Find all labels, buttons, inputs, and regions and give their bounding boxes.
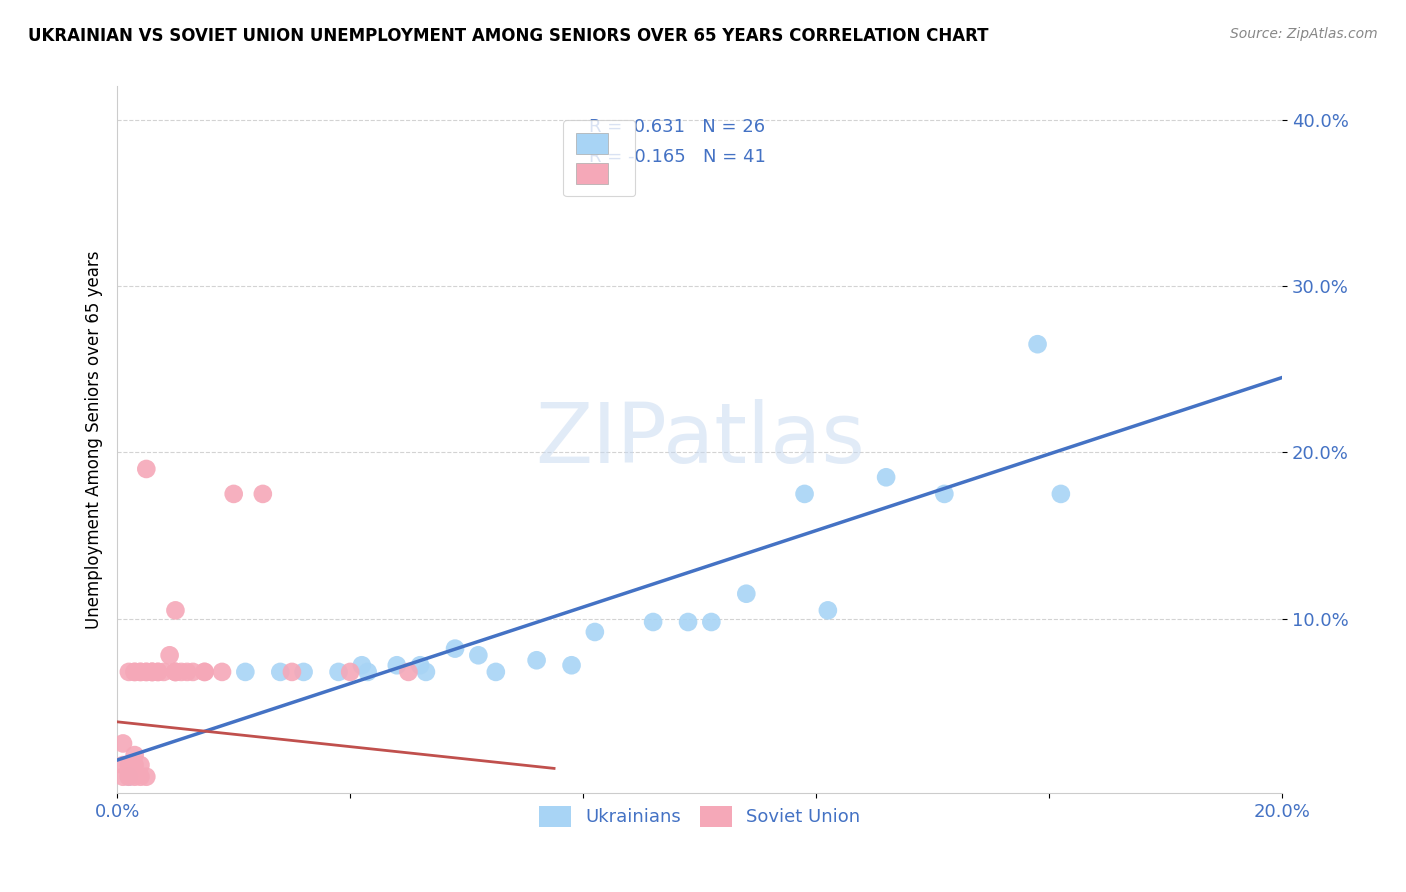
Point	[118, 758, 141, 772]
Text: R =  0.631   N = 26: R = 0.631 N = 26	[589, 119, 765, 136]
Point	[135, 462, 157, 476]
Point	[561, 658, 583, 673]
Point	[485, 665, 508, 679]
Point	[170, 665, 193, 679]
Point	[135, 770, 157, 784]
Point	[467, 648, 489, 663]
Point	[385, 658, 408, 673]
Point	[1026, 337, 1049, 351]
Point	[350, 658, 373, 673]
Point	[124, 770, 146, 784]
Point	[735, 587, 758, 601]
Point	[233, 665, 256, 679]
Point	[165, 665, 187, 679]
Point	[129, 758, 152, 772]
Point	[124, 758, 146, 772]
Point	[328, 665, 350, 679]
Point	[181, 665, 204, 679]
Point	[146, 665, 169, 679]
Point	[1050, 487, 1073, 501]
Point	[281, 665, 304, 679]
Point	[135, 665, 157, 679]
Point	[124, 665, 146, 679]
Point	[129, 770, 152, 784]
Point	[583, 625, 606, 640]
Point	[141, 665, 163, 679]
Point	[193, 665, 215, 679]
Point	[526, 653, 548, 667]
Point	[176, 665, 198, 679]
Point	[444, 641, 467, 656]
Point	[141, 665, 163, 679]
Point	[211, 665, 233, 679]
Point	[124, 748, 146, 763]
Point	[875, 470, 897, 484]
Point	[141, 665, 163, 679]
Text: Source: ZipAtlas.com: Source: ZipAtlas.com	[1230, 27, 1378, 41]
Text: R = -0.165   N = 41: R = -0.165 N = 41	[589, 148, 766, 166]
Point	[135, 665, 157, 679]
Point	[934, 487, 956, 501]
Point	[676, 615, 699, 629]
Point	[111, 736, 134, 750]
Point	[152, 665, 174, 679]
Point	[339, 665, 361, 679]
Point	[124, 665, 146, 679]
Point	[398, 665, 420, 679]
Point	[111, 770, 134, 784]
Point	[165, 603, 187, 617]
Point	[159, 648, 181, 663]
Point	[357, 665, 380, 679]
Point	[193, 665, 215, 679]
Point	[165, 665, 187, 679]
Legend: Ukrainians, Soviet Union: Ukrainians, Soviet Union	[531, 798, 868, 834]
Point	[415, 665, 437, 679]
Point	[129, 665, 152, 679]
Point	[118, 770, 141, 784]
Y-axis label: Unemployment Among Seniors over 65 years: Unemployment Among Seniors over 65 years	[86, 251, 103, 629]
Text: ZIPatlas: ZIPatlas	[534, 400, 865, 481]
Point	[118, 665, 141, 679]
Point	[269, 665, 291, 679]
Point	[252, 487, 274, 501]
Point	[409, 658, 432, 673]
Point	[118, 770, 141, 784]
Point	[165, 665, 187, 679]
Point	[222, 487, 245, 501]
Point	[793, 487, 815, 501]
Point	[129, 665, 152, 679]
Point	[146, 665, 169, 679]
Point	[700, 615, 723, 629]
Text: UKRAINIAN VS SOVIET UNION UNEMPLOYMENT AMONG SENIORS OVER 65 YEARS CORRELATION C: UKRAINIAN VS SOVIET UNION UNEMPLOYMENT A…	[28, 27, 988, 45]
Point	[111, 758, 134, 772]
Point	[643, 615, 665, 629]
Point	[292, 665, 315, 679]
Point	[817, 603, 839, 617]
